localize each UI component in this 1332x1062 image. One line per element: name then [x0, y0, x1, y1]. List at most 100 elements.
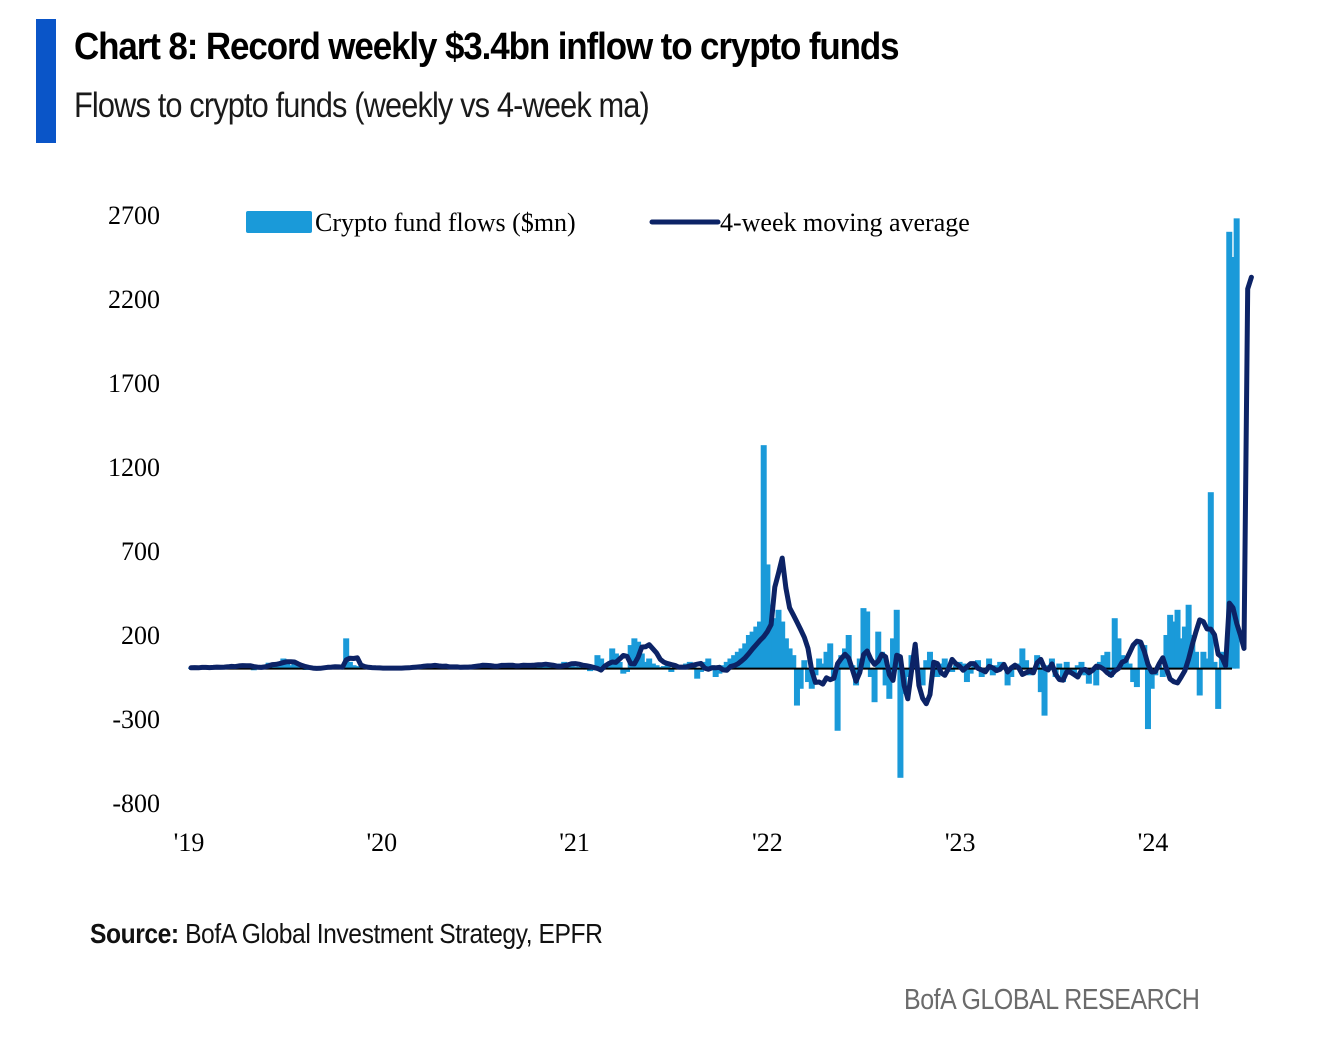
flow-bar [779, 621, 786, 669]
flow-bar [1074, 665, 1081, 669]
y-tick-label: -300 [112, 705, 160, 734]
flow-bar [542, 666, 549, 669]
flow-bar [350, 665, 357, 669]
flow-bar [786, 648, 793, 669]
flow-bar [1008, 668, 1015, 677]
flow-bar [1174, 609, 1181, 669]
flow-bar [978, 668, 985, 677]
flow-bar [1163, 635, 1170, 669]
y-tick-label: -800 [112, 789, 160, 818]
y-tick-label: 2200 [108, 285, 160, 314]
flow-bar [878, 651, 885, 669]
flow-bar [893, 609, 900, 669]
flow-bar [287, 665, 294, 669]
flow-bar [1178, 638, 1185, 669]
flow-bar [354, 666, 361, 669]
flow-bar [1204, 658, 1211, 669]
flow-bar [1215, 668, 1222, 709]
flow-bar [609, 648, 616, 669]
flow-bar [764, 564, 771, 669]
flow-bar [1111, 618, 1118, 669]
flow-bar [642, 661, 649, 669]
flow-bar [1115, 638, 1122, 669]
y-tick-label: 1200 [108, 453, 160, 482]
flow-bar [1122, 658, 1129, 669]
flow-bar [812, 668, 819, 676]
flow-bar [705, 658, 712, 669]
x-tick-label: '21 [559, 828, 590, 857]
flow-bar [712, 668, 719, 677]
flow-bar [1159, 668, 1166, 677]
flow-bar [819, 663, 826, 669]
flow-bar [841, 648, 848, 669]
flow-bar [694, 668, 701, 679]
moving-average-line [188, 274, 1254, 707]
x-tick-label: '20 [366, 828, 397, 857]
flow-bar [793, 668, 800, 706]
flow-bar [790, 655, 797, 669]
flow-bar [845, 635, 852, 669]
flow-bar [993, 665, 1000, 669]
flow-bar [1200, 651, 1207, 669]
flow-bars [188, 218, 1240, 778]
flow-bar [620, 668, 627, 674]
flow-bar [1229, 257, 1236, 669]
flow-bar [1193, 651, 1200, 669]
flow-bar [890, 638, 897, 669]
flow-bar [967, 668, 974, 674]
flow-bar [1133, 668, 1140, 688]
flow-bar [727, 658, 734, 669]
flow-bar [1207, 492, 1214, 669]
x-tick-label: '24 [1138, 828, 1169, 857]
flow-bar [823, 651, 830, 669]
flow-bar [1063, 661, 1070, 669]
flow-bar [284, 661, 291, 669]
flow-bar [587, 668, 594, 672]
chart-title: Chart 8: Record weekly $3.4bn inflow to … [74, 26, 900, 68]
x-tick-label: '19 [174, 828, 205, 857]
flow-bar [346, 661, 353, 669]
flow-bar [882, 668, 889, 686]
flow-bar [716, 668, 723, 674]
flow-bar [1041, 668, 1048, 716]
flow-bar [867, 668, 874, 677]
flow-bar [934, 668, 941, 677]
flow-bar [904, 668, 911, 677]
flow-bar [1137, 641, 1144, 669]
flow-bar [1019, 648, 1026, 669]
flow-bar [638, 653, 645, 669]
flow-bar [875, 631, 882, 669]
flow-bar [1037, 668, 1044, 693]
brand-label: BofA GLOBAL RESEARCH [904, 984, 1200, 1016]
chart-subtitle: Flows to crypto funds (weekly vs 4-week … [74, 86, 650, 125]
flow-bar [631, 638, 638, 669]
flow-bar [1004, 668, 1011, 686]
flow-bar [723, 661, 730, 669]
flow-bar [919, 668, 926, 686]
flow-bar [731, 655, 738, 669]
flow-bar [1071, 668, 1078, 674]
flow-bar [1211, 661, 1218, 669]
source-note: Source: BofA Global Investment Strategy,… [90, 918, 603, 950]
flow-bar [768, 604, 775, 669]
x-axis: '19 '20 '21 '22 '23 '24 [174, 828, 1169, 857]
flow-bar [775, 609, 782, 669]
flow-bar [616, 661, 623, 669]
y-tick-label: 700 [121, 537, 160, 566]
flow-bar [627, 645, 634, 669]
flow-bar [760, 445, 767, 669]
flow-bar [941, 658, 948, 669]
flow-bar [871, 668, 878, 703]
flow-bar [1170, 621, 1177, 669]
flow-bar [343, 638, 350, 669]
flow-bar [1085, 668, 1092, 684]
flow-bar [805, 668, 812, 683]
flow-bar [660, 666, 667, 669]
flow-bar [1100, 655, 1107, 669]
y-tick-label: 1700 [108, 369, 160, 398]
flow-bar [568, 666, 575, 669]
legend-label-flows: Crypto fund flows ($mn) [315, 208, 576, 237]
source-text: BofA Global Investment Strategy, EPFR [178, 918, 603, 949]
flow-bar [598, 658, 605, 669]
flow-bar [960, 663, 967, 669]
